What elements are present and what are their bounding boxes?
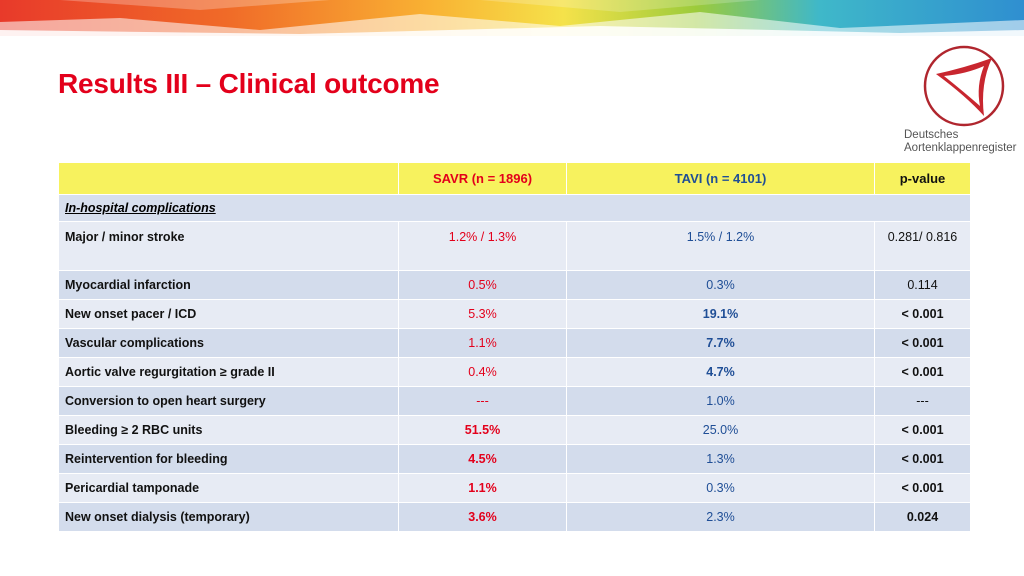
header-savr: SAVR (n = 1896) bbox=[398, 162, 567, 195]
logo-line-2: Aortenklappenregister bbox=[904, 142, 1017, 154]
savr-value: 0.5% bbox=[398, 270, 567, 300]
row-label: Reintervention for bleeding bbox=[58, 444, 399, 474]
tavi-value: 25.0% bbox=[566, 415, 875, 445]
section-row: In-hospital complications bbox=[58, 194, 971, 222]
table-row: Bleeding ≥ 2 RBC units 51.5% 25.0% < 0.0… bbox=[58, 415, 971, 445]
table-row: Myocardial infarction 0.5% 0.3% 0.114 bbox=[58, 270, 971, 300]
row-label: Aortic valve regurgitation ≥ grade II bbox=[58, 357, 399, 387]
table-row: Pericardial tamponade 1.1% 0.3% < 0.001 bbox=[58, 473, 971, 503]
row-label: Pericardial tamponade bbox=[58, 473, 399, 503]
registry-logo-icon bbox=[923, 45, 1005, 127]
tavi-value: 19.1% bbox=[566, 299, 875, 329]
p-value: < 0.001 bbox=[874, 299, 971, 329]
savr-value: 1.1% bbox=[398, 328, 567, 358]
table-row: Vascular complications 1.1% 7.7% < 0.001 bbox=[58, 328, 971, 358]
logo-line-1: Deutsches bbox=[904, 129, 959, 141]
savr-value: 3.6% bbox=[398, 502, 567, 532]
header-tavi: TAVI (n = 4101) bbox=[566, 162, 875, 195]
row-label: Bleeding ≥ 2 RBC units bbox=[58, 415, 399, 445]
table-row: Conversion to open heart surgery --- 1.0… bbox=[58, 386, 971, 416]
tavi-value: 0.3% bbox=[566, 473, 875, 503]
row-label: Vascular complications bbox=[58, 328, 399, 358]
table-header-row: SAVR (n = 1896) TAVI (n = 4101) p-value bbox=[58, 162, 971, 195]
registry-logo: Deutsches Aortenklappenregister bbox=[900, 44, 1024, 159]
p-value: < 0.001 bbox=[874, 444, 971, 474]
p-value: < 0.001 bbox=[874, 357, 971, 387]
tavi-value: 0.3% bbox=[566, 270, 875, 300]
table-row: New onset dialysis (temporary) 3.6% 2.3%… bbox=[58, 502, 971, 532]
savr-value: 51.5% bbox=[398, 415, 567, 445]
color-banner bbox=[0, 0, 1024, 36]
tavi-value: 4.7% bbox=[566, 357, 875, 387]
p-value: 0.024 bbox=[874, 502, 971, 532]
tavi-value: 2.3% bbox=[566, 502, 875, 532]
header-pvalue: p-value bbox=[874, 162, 971, 195]
row-label: Myocardial infarction bbox=[58, 270, 399, 300]
savr-value: 0.4% bbox=[398, 357, 567, 387]
header-label bbox=[58, 162, 399, 195]
savr-value: --- bbox=[398, 386, 567, 416]
savr-value: 5.3% bbox=[398, 299, 567, 329]
table-row: New onset pacer / ICD 5.3% 19.1% < 0.001 bbox=[58, 299, 971, 329]
page-title: Results III – Clinical outcome bbox=[58, 68, 440, 99]
row-label: Major / minor stroke bbox=[58, 221, 399, 271]
tavi-value: 1.5% / 1.2% bbox=[566, 221, 875, 271]
table-row: Reintervention for bleeding 4.5% 1.3% < … bbox=[58, 444, 971, 474]
savr-value: 4.5% bbox=[398, 444, 567, 474]
p-value: < 0.001 bbox=[874, 473, 971, 503]
row-label: New onset dialysis (temporary) bbox=[58, 502, 399, 532]
table-row: Major / minor stroke 1.2% / 1.3% 1.5% / … bbox=[58, 221, 971, 271]
p-value: --- bbox=[874, 386, 971, 416]
tavi-value: 1.0% bbox=[566, 386, 875, 416]
row-label: New onset pacer / ICD bbox=[58, 299, 399, 329]
p-value: 0.281/ 0.816 bbox=[874, 221, 971, 271]
savr-value: 1.2% / 1.3% bbox=[398, 221, 567, 271]
savr-value: 1.1% bbox=[398, 473, 567, 503]
p-value: 0.114 bbox=[874, 270, 971, 300]
p-value: < 0.001 bbox=[874, 328, 971, 358]
tavi-value: 7.7% bbox=[566, 328, 875, 358]
p-value: < 0.001 bbox=[874, 415, 971, 445]
clinical-outcome-table: SAVR (n = 1896) TAVI (n = 4101) p-value … bbox=[58, 162, 971, 532]
row-label: Conversion to open heart surgery bbox=[58, 386, 399, 416]
tavi-value: 1.3% bbox=[566, 444, 875, 474]
section-title: In-hospital complications bbox=[58, 194, 971, 222]
table-row: Aortic valve regurgitation ≥ grade II 0.… bbox=[58, 357, 971, 387]
